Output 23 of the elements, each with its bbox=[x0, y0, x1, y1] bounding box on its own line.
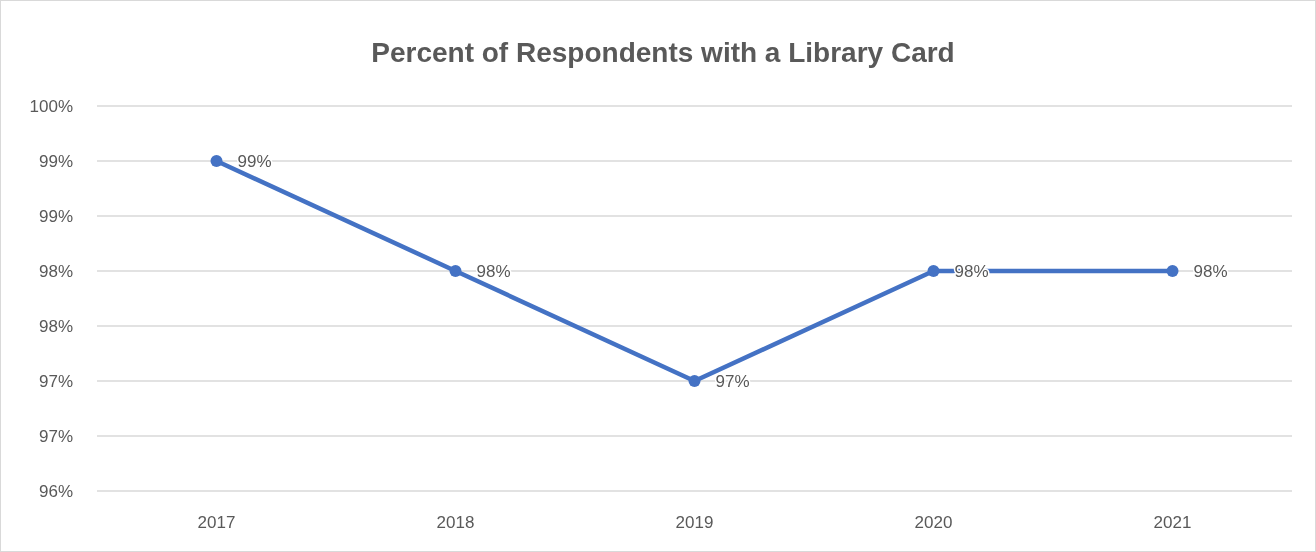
data-label: 98% bbox=[476, 261, 511, 281]
y-tick-label: 99% bbox=[38, 151, 73, 171]
y-tick-label: 98% bbox=[38, 261, 73, 281]
x-tick-label: 2018 bbox=[436, 512, 475, 532]
y-tick-label: 97% bbox=[38, 371, 73, 391]
y-tick-label: 97% bbox=[38, 426, 73, 446]
point bbox=[927, 265, 940, 277]
point bbox=[210, 155, 223, 167]
x-tick-label: 2021 bbox=[1153, 512, 1192, 532]
data-label: 99% bbox=[237, 151, 272, 171]
x-tick-label: 2017 bbox=[197, 512, 236, 532]
point bbox=[688, 375, 701, 387]
x-tick-label: 2019 bbox=[675, 512, 714, 532]
chart-title: Percent of Respondents with a Library Card bbox=[371, 36, 955, 68]
y-tick-label: 96% bbox=[38, 481, 73, 501]
y-tick-label: 100% bbox=[29, 96, 73, 116]
data-label: 98% bbox=[1193, 261, 1228, 281]
y-tick-label: 99% bbox=[38, 206, 73, 226]
data-label: 97% bbox=[715, 371, 750, 391]
point bbox=[449, 265, 462, 277]
point bbox=[1166, 265, 1179, 277]
y-tick-label: 98% bbox=[38, 316, 73, 336]
x-tick-label: 2020 bbox=[914, 512, 953, 532]
